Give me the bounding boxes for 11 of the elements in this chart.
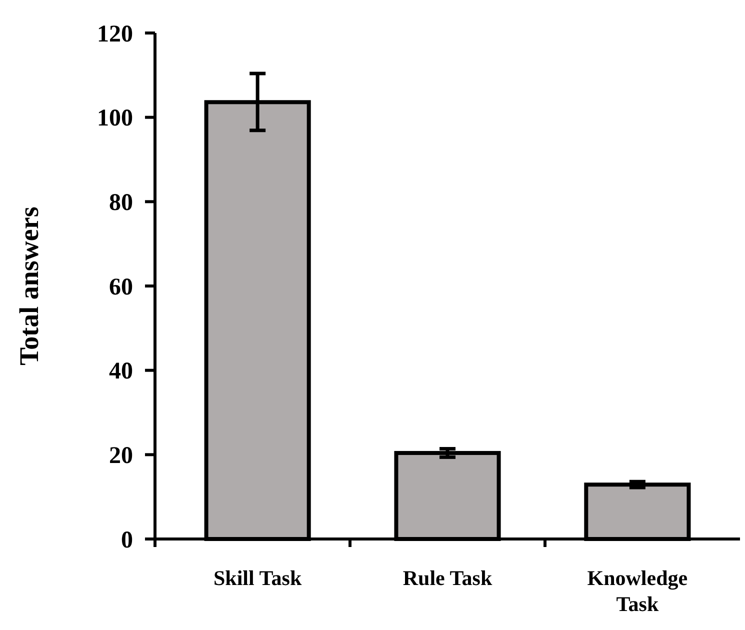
y-tick-label: 120 xyxy=(97,21,133,48)
y-tick-label: 20 xyxy=(109,443,133,470)
y-tick-label: 60 xyxy=(109,274,133,300)
y-tick-label: 100 xyxy=(97,106,133,132)
y-tick-label: 40 xyxy=(109,358,133,385)
x-tick-label: Skill Task xyxy=(213,566,302,590)
x-tick-label: Rule Task xyxy=(402,566,492,590)
y-tick-label: 0 xyxy=(121,527,133,554)
x-tick-label: Knowledge Task xyxy=(587,566,688,616)
y-tick-label: 80 xyxy=(109,190,133,216)
y-axis-title: Total answers xyxy=(14,206,44,366)
